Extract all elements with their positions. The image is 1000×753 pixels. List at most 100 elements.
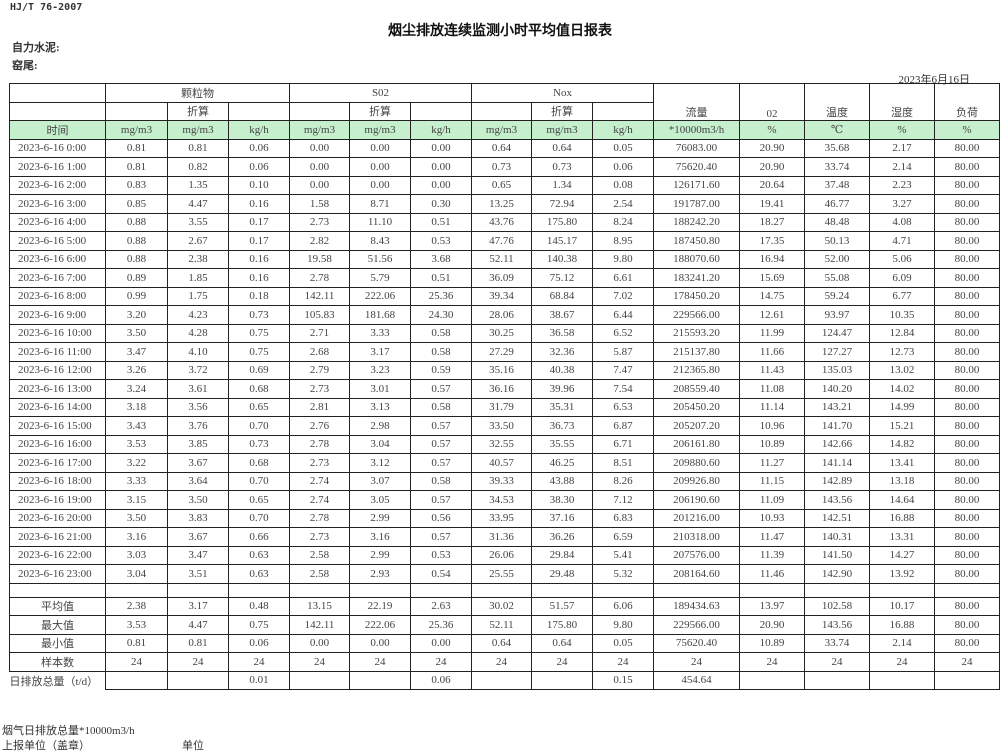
value-cell: 0.05 xyxy=(592,633,654,653)
value-cell: 0.65 xyxy=(471,175,532,195)
blank-row xyxy=(9,582,1000,598)
value-cell: 0.82 xyxy=(167,157,229,177)
value-cell: 31.36 xyxy=(471,527,532,547)
value-cell: 11.27 xyxy=(739,453,805,473)
value-cell: 11.10 xyxy=(349,212,411,232)
value-cell: 175.80 xyxy=(531,615,593,635)
value-cell: 24 xyxy=(349,652,411,672)
header-temp: 温度 xyxy=(804,83,870,121)
value-cell: 16.94 xyxy=(739,249,805,269)
row-label: 2023-6-16 5:00 xyxy=(9,231,106,251)
value-cell: 11.14 xyxy=(739,397,805,417)
report-table: 颗粒物 S02 Nox 流量 02 温度 湿度 负荷 折算 折算 折算 时间 mg… xyxy=(9,83,1000,690)
table-row: 2023-6-16 11:00 3.47 4.10 0.75 2.68 3.17 0.58 2… xyxy=(9,342,1000,362)
value-cell: 11.39 xyxy=(739,545,805,565)
table-row: 2023-6-16 4:00 0.88 3.55 0.17 2.73 11.10 0.51 4… xyxy=(9,212,1000,232)
table-row: 2023-6-16 17:00 3.22 3.67 0.68 2.73 3.12 0.57 4… xyxy=(9,453,1000,473)
value-cell: 3.56 xyxy=(167,397,229,417)
value-cell: 206190.60 xyxy=(653,490,740,510)
value-cell: 59.24 xyxy=(804,286,870,306)
value-cell: 14.64 xyxy=(869,490,935,510)
header-blank xyxy=(9,83,106,103)
group-particulate: 颗粒物 xyxy=(105,83,290,103)
value-cell: 0.65 xyxy=(228,397,290,417)
unit-cell: % xyxy=(934,120,1000,140)
value-cell xyxy=(471,670,532,690)
value-cell: 80.00 xyxy=(934,268,1000,288)
value-cell: 143.56 xyxy=(804,615,870,635)
value-cell: 3.04 xyxy=(349,434,411,454)
value-cell: 0.00 xyxy=(349,175,411,195)
value-cell: 51.57 xyxy=(531,596,593,616)
value-cell: 35.68 xyxy=(804,138,870,158)
value-cell: 0.06 xyxy=(228,138,290,158)
value-cell: 3.55 xyxy=(167,212,229,232)
value-cell: 80.00 xyxy=(934,342,1000,362)
table-row: 2023-6-16 7:00 0.89 1.85 0.16 2.78 5.79 0.51 36… xyxy=(9,268,1000,288)
value-cell: 187450.80 xyxy=(653,231,740,251)
value-cell: 27.29 xyxy=(471,342,532,362)
value-cell: 3.47 xyxy=(167,545,229,565)
table-row: 2023-6-16 23:00 3.04 3.51 0.63 2.58 2.93 0.54 2… xyxy=(9,564,1000,584)
value-cell: 0.64 xyxy=(531,633,593,653)
value-cell: 80.00 xyxy=(934,508,1000,528)
value-cell: 2.58 xyxy=(289,545,350,565)
value-cell: 0.73 xyxy=(228,434,290,454)
value-cell: 208559.40 xyxy=(653,379,740,399)
value-cell: 143.56 xyxy=(804,490,870,510)
value-cell: 13.41 xyxy=(869,453,935,473)
value-cell: 145.17 xyxy=(531,231,593,251)
value-cell: 6.44 xyxy=(592,305,654,325)
value-cell: 0.06 xyxy=(592,157,654,177)
value-cell: 40.57 xyxy=(471,453,532,473)
value-cell: 80.00 xyxy=(934,564,1000,584)
value-cell: 25.55 xyxy=(471,564,532,584)
value-cell: 19.41 xyxy=(739,194,805,214)
row-label: 2023-6-16 23:00 xyxy=(9,564,106,584)
stats-row: 平均值 2.38 3.17 0.48 13.15 22.19 2.63 30.02 51.57 6… xyxy=(9,596,1000,616)
group-so2: S02 xyxy=(289,83,472,103)
table-row: 2023-6-16 6:00 0.88 2.38 0.16 19.58 51.56 3.68… xyxy=(9,249,1000,269)
table-row: 2023-6-16 2:00 0.83 1.35 0.10 0.00 0.00 0.00 0.… xyxy=(9,175,1000,195)
value-cell: 143.21 xyxy=(804,397,870,417)
blank-cell xyxy=(349,582,411,598)
value-cell: 4.71 xyxy=(869,231,935,251)
value-cell: 36.16 xyxy=(471,379,532,399)
value-cell: 0.83 xyxy=(105,175,168,195)
value-cell: 0.54 xyxy=(410,564,472,584)
table-row: 2023-6-16 5:00 0.88 2.67 0.17 2.82 8.43 0.53 47… xyxy=(9,231,1000,251)
value-cell: 8.51 xyxy=(592,453,654,473)
value-cell: 35.31 xyxy=(531,397,593,417)
value-cell: 11.99 xyxy=(739,323,805,343)
table-row: 2023-6-16 20:00 3.50 3.83 0.70 2.78 2.99 0.56 3… xyxy=(9,508,1000,528)
value-cell: 33.95 xyxy=(471,508,532,528)
value-cell: 2.99 xyxy=(349,508,411,528)
stats-row: 样本数 24 24 24 24 24 24 24 24 24 24 24 24 24 24 xyxy=(9,652,1000,672)
value-cell: 80.00 xyxy=(934,416,1000,436)
value-cell: 19.58 xyxy=(289,249,350,269)
value-cell xyxy=(934,670,1000,690)
value-cell: 2.14 xyxy=(869,633,935,653)
unit-cell: kg/h xyxy=(592,120,654,140)
value-cell: 0.81 xyxy=(105,138,168,158)
value-cell: 26.06 xyxy=(471,545,532,565)
unit-cell: mg/m3 xyxy=(105,120,168,140)
value-cell: 105.83 xyxy=(289,305,350,325)
value-cell: 0.73 xyxy=(471,157,532,177)
value-cell: 2.38 xyxy=(105,596,168,616)
table-row: 2023-6-16 22:00 3.03 3.47 0.63 2.58 2.99 0.53 2… xyxy=(9,545,1000,565)
value-cell: 6.61 xyxy=(592,268,654,288)
value-cell: 12.84 xyxy=(869,323,935,343)
table-row: 2023-6-16 19:00 3.15 3.50 0.65 2.74 3.05 0.57 3… xyxy=(9,490,1000,510)
value-cell: 142.11 xyxy=(289,615,350,635)
value-cell: 6.77 xyxy=(869,286,935,306)
unit-cell: kg/h xyxy=(410,120,472,140)
table-row: 2023-6-16 14:00 3.18 3.56 0.65 2.81 3.13 0.58 3… xyxy=(9,397,1000,417)
value-cell: 2.38 xyxy=(167,249,229,269)
value-cell: 37.48 xyxy=(804,175,870,195)
value-cell: 75620.40 xyxy=(653,633,740,653)
value-cell: 12.73 xyxy=(869,342,935,362)
value-cell: 80.00 xyxy=(934,633,1000,653)
value-cell: 13.02 xyxy=(869,360,935,380)
value-cell: 28.06 xyxy=(471,305,532,325)
